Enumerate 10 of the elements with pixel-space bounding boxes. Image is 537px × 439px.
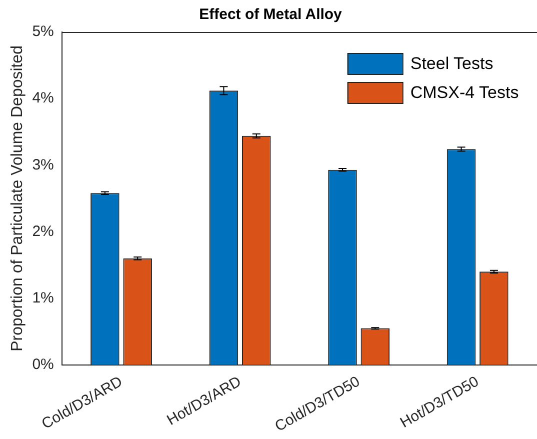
legend-label: Steel Tests [410, 54, 494, 74]
y-axis-title: Proportion of Particulate Volume Deposited [9, 45, 26, 352]
y-tick-label: 1% [32, 289, 54, 306]
y-tick-label: 4% [32, 90, 54, 107]
y-tick-label: 5% [32, 23, 54, 40]
y-tick-label: 0% [32, 356, 54, 374]
legend-label: CMSX-4 Tests [410, 83, 519, 102]
chart-title: Effect of Metal Alloy [199, 6, 343, 24]
y-tick-label: 2% [32, 222, 54, 240]
y-tick-label: 3% [32, 156, 54, 174]
